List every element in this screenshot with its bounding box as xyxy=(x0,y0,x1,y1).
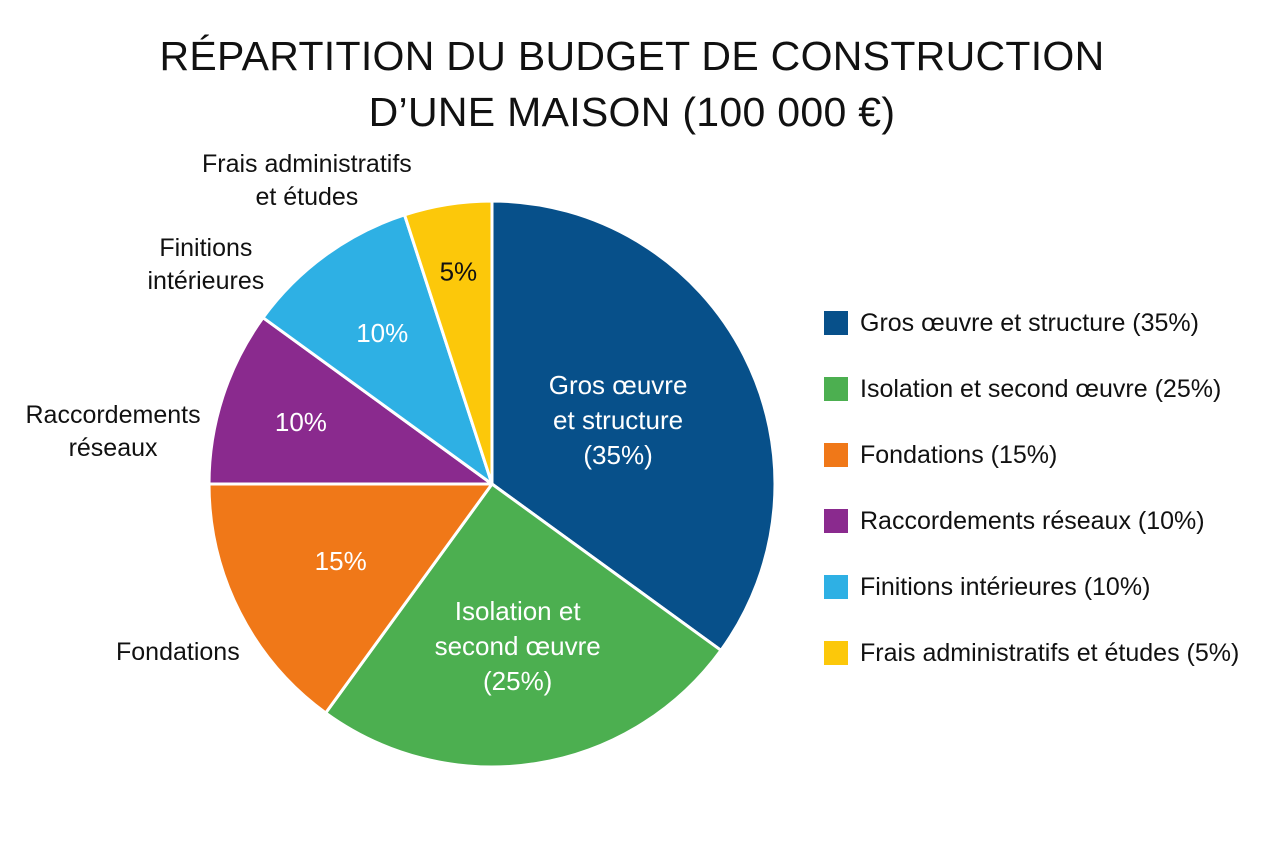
slice-label-2: Isolation et second œuvre (25%) xyxy=(435,596,601,696)
outer-label-6-line-1: Frais administratifs xyxy=(202,150,412,178)
slice-label-2-line-2: second œuvre xyxy=(435,631,601,661)
outer-label-6-line-2: et études xyxy=(255,183,359,211)
pie-slice-4 xyxy=(207,316,494,486)
outer-label-4-line-2: réseaux xyxy=(68,434,158,462)
pie-slice-2 xyxy=(324,482,723,769)
legend-item-6: Frais administratifs et études (5%) xyxy=(824,620,1254,686)
slice-label-6: 5% xyxy=(440,257,478,287)
chart-title-line-2: D’UNE MAISON (100 000 €) xyxy=(368,89,896,135)
legend-label-5: Finitions intérieures (10%) xyxy=(860,572,1151,601)
legend-label-4: Raccordements réseaux (10%) xyxy=(860,506,1205,535)
outer-label-5: Finitions intérieures xyxy=(148,232,265,298)
slice-label-1-line-2: et structure xyxy=(553,405,683,435)
pie-slice-3 xyxy=(207,482,494,715)
pie-slice-6 xyxy=(403,199,494,486)
legend-swatch-5 xyxy=(824,575,848,599)
legend-item-2: Isolation et second œuvre (25%) xyxy=(824,356,1254,422)
outer-label-6: Frais administratifs et études xyxy=(202,148,412,214)
slice-label-5: 10% xyxy=(356,318,408,348)
legend-swatch-6 xyxy=(824,641,848,665)
legend-item-4: Raccordements réseaux (10%) xyxy=(824,488,1254,554)
outer-label-3: Fondations xyxy=(116,636,240,669)
chart-title: RÉPARTITION DU BUDGET DE CONSTRUCTION D’… xyxy=(0,28,1264,140)
slice-label-6-line-1: 5% xyxy=(440,257,478,287)
slice-label-2-line-3: (25%) xyxy=(483,666,552,696)
slice-label-3: 15% xyxy=(315,546,367,576)
slice-label-1: Gros œuvre et structure (35%) xyxy=(549,370,688,470)
outer-label-3-line-1: Fondations xyxy=(116,637,240,666)
legend-item-5: Finitions intérieures (10%) xyxy=(824,554,1254,620)
outer-label-4-line-1: Raccordements xyxy=(25,401,201,429)
outer-label-4: Raccordements réseaux xyxy=(26,399,201,465)
slice-label-1-line-1: Gros œuvre xyxy=(549,370,688,400)
legend-label-1: Gros œuvre et structure (35%) xyxy=(860,308,1199,337)
slice-label-2-line-1: Isolation et xyxy=(455,596,582,626)
outer-label-5-line-2: intérieures xyxy=(147,267,265,295)
legend-swatch-1 xyxy=(824,311,848,335)
legend-label-2: Isolation et second œuvre (25%) xyxy=(860,374,1222,403)
legend: Gros œuvre et structure (35%) Isolation e… xyxy=(824,290,1254,686)
outer-label-5-line-1: Finitions xyxy=(159,234,253,262)
slice-label-4-line-1: 10% xyxy=(275,407,327,437)
chart-title-line-1: RÉPARTITION DU BUDGET DE CONSTRUCTION xyxy=(159,33,1105,79)
legend-swatch-4 xyxy=(824,509,848,533)
legend-item-3: Fondations (15%) xyxy=(824,422,1254,488)
legend-item-1: Gros œuvre et structure (35%) xyxy=(824,290,1254,356)
slice-label-3-line-1: 15% xyxy=(315,546,367,576)
slice-label-1-line-3: (35%) xyxy=(583,440,652,470)
legend-label-3: Fondations (15%) xyxy=(860,440,1058,469)
slice-label-4: 10% xyxy=(275,407,327,437)
pie-slice-1 xyxy=(490,199,777,652)
legend-swatch-3 xyxy=(824,443,848,467)
pie-slice-5 xyxy=(261,213,494,486)
legend-label-6: Frais administratifs et études (5%) xyxy=(860,638,1240,667)
slice-label-5-line-1: 10% xyxy=(356,318,408,348)
legend-swatch-2 xyxy=(824,377,848,401)
